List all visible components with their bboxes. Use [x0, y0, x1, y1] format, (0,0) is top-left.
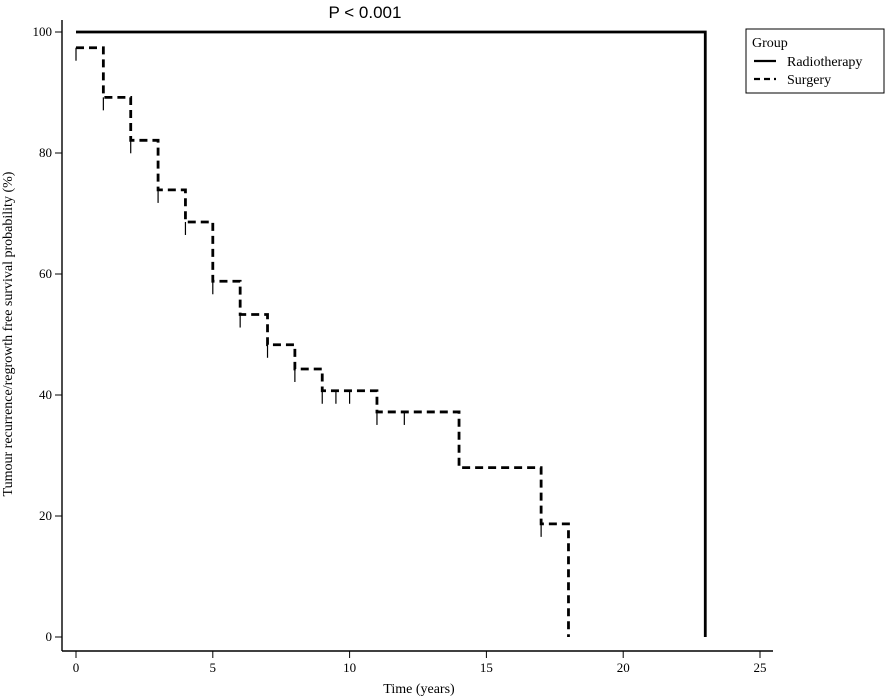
series-layer	[75, 30, 707, 637]
y-tick-label: 100	[33, 24, 53, 39]
legend-title: Group	[752, 36, 788, 51]
chart-title: P < 0.001	[329, 3, 402, 22]
x-tick-label: 25	[754, 660, 767, 675]
y-tick-label: 20	[39, 508, 52, 523]
x-tick-label: 5	[210, 660, 217, 675]
series-line-radiotherapy	[76, 30, 707, 637]
x-tick-label: 15	[480, 660, 493, 675]
y-tick-label: 60	[39, 266, 52, 281]
legend-label-surgery: Surgery	[787, 73, 831, 88]
x-axis-title: Time (years)	[383, 682, 455, 697]
y-tick-label: 40	[39, 387, 52, 402]
y-axis-title: Tumour recurrence/regrowth free survival…	[1, 171, 16, 496]
x-tick-label: 0	[73, 660, 80, 675]
series-line-surgery	[76, 46, 570, 637]
y-ticks: 0 20 40 60 80 100	[33, 24, 62, 644]
x-tick-label: 10	[343, 660, 356, 675]
y-tick-label: 0	[46, 629, 53, 644]
legend: Group Radiotherapy Surgery	[745, 28, 885, 94]
legend-label-radiotherapy: Radiotherapy	[787, 55, 862, 70]
plot-area: 0 5 10 15 20 25 0 20 40 60 80 100	[33, 20, 773, 675]
x-ticks: 0 5 10 15 20 25	[73, 651, 767, 675]
x-tick-label: 20	[617, 660, 630, 675]
y-tick-label: 80	[39, 145, 52, 160]
